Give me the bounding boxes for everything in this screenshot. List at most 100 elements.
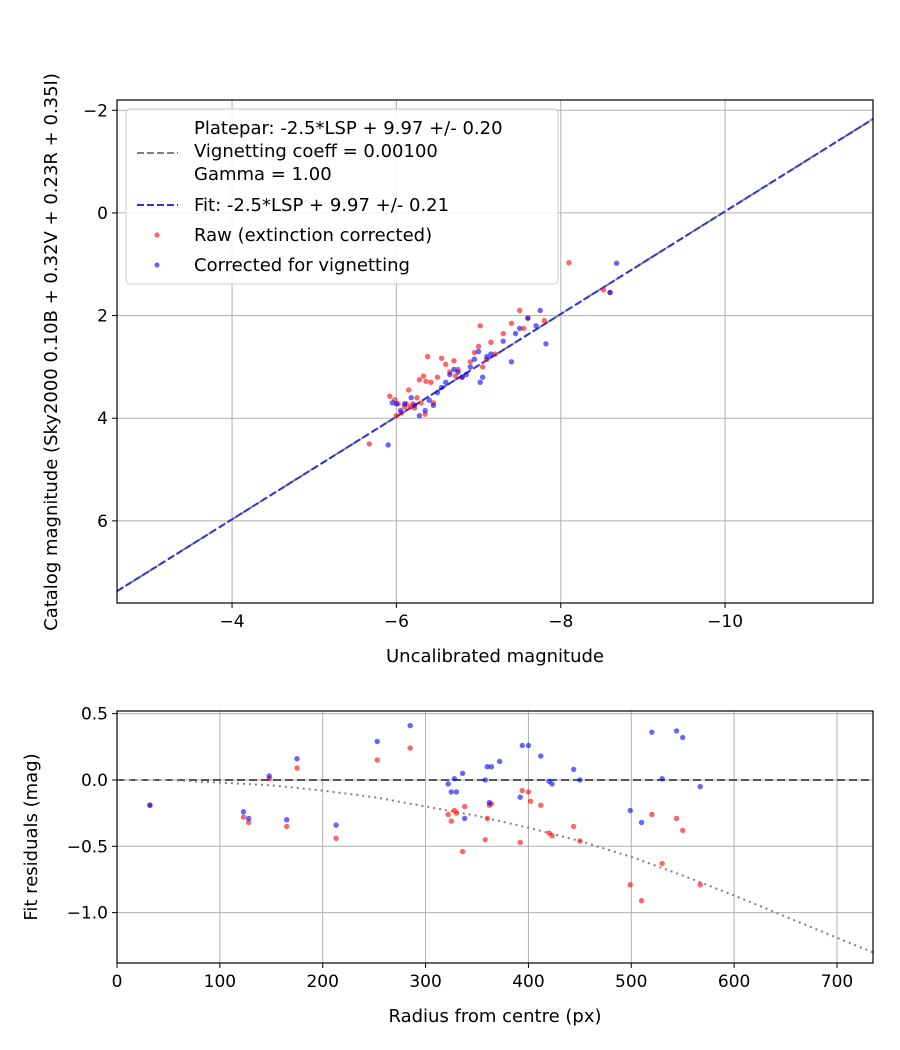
data-point-raw (549, 832, 555, 839)
legend-box (125, 108, 559, 285)
x-tick-label: 600 (718, 972, 750, 992)
data-point-raw (673, 815, 680, 822)
data-point-raw (416, 377, 423, 383)
data-point-raw (517, 839, 523, 846)
data-point-corrected (459, 770, 466, 777)
data-point-corrected (374, 738, 380, 745)
data-point-raw (418, 400, 424, 406)
legend-platepar-line-1: Platepar: -2.5*LSP + 9.97 +/- 0.20 (194, 118, 503, 139)
data-point-corrected (680, 734, 686, 741)
legend-corrected-label: Corrected for vignetting (194, 255, 410, 276)
data-point-raw (566, 260, 572, 266)
legend-fit-label: Fit: -2.5*LSP + 9.97 +/- 0.21 (194, 195, 449, 216)
data-point-raw (406, 387, 412, 393)
data-point-corrected (333, 822, 339, 828)
data-point-corrected (430, 402, 437, 409)
x-tick-label: −6 (384, 612, 409, 632)
data-point-raw (393, 412, 400, 419)
data-point-corrected (525, 315, 531, 321)
data-point-raw (680, 827, 686, 834)
data-point-corrected (451, 366, 457, 373)
data-point-raw (294, 765, 300, 771)
data-point-corrected (516, 325, 523, 332)
data-point-corrected (467, 364, 474, 370)
legend-platepar-line-2: Vignetting coeff = 0.00100 (194, 141, 438, 162)
data-point-corrected (613, 260, 620, 266)
data-point-corrected (484, 764, 490, 770)
data-point-corrected (517, 794, 523, 800)
data-point-raw (434, 374, 441, 380)
data-point-corrected (537, 307, 543, 314)
data-point-raw (527, 798, 534, 804)
data-point-corrected (447, 371, 453, 378)
data-point-raw (600, 287, 607, 293)
x-tick-label: 300 (409, 972, 441, 992)
data-point-raw (538, 802, 544, 808)
data-point-corrected (451, 775, 458, 782)
y-tick-label: 0.0 (81, 771, 108, 791)
data-point-corrected (266, 773, 272, 779)
data-point-raw (541, 318, 548, 324)
data-point-corrected (448, 789, 454, 795)
data-point-corrected (240, 809, 247, 815)
bottom-data-points (147, 722, 703, 904)
x-tick-label: 200 (306, 972, 338, 992)
data-point-corrected (649, 729, 655, 735)
data-point-raw (521, 325, 527, 332)
data-point-raw (577, 838, 583, 844)
data-point-raw (414, 394, 420, 401)
y-tick-label: 0 (97, 204, 108, 224)
data-point-raw (423, 378, 429, 384)
data-point-corrected (453, 789, 460, 795)
x-tick-label: −8 (548, 612, 573, 632)
data-point-raw (452, 373, 459, 379)
data-point-corrected (638, 819, 645, 826)
data-point-corrected (659, 775, 665, 782)
data-point-corrected (477, 379, 483, 385)
data-point-raw (245, 819, 252, 826)
data-point-raw (448, 818, 454, 824)
y-tick-label: −2 (83, 101, 108, 121)
data-point-raw (492, 351, 498, 357)
data-point-corrected (294, 756, 300, 762)
x-tick-label: 0 (112, 972, 123, 992)
bottom-x-axis-label: Radius from centre (px) (388, 1006, 601, 1027)
data-point-raw (482, 836, 488, 843)
data-point-raw (240, 814, 247, 820)
data-point-corrected (697, 783, 703, 790)
bottom-chart: 0 100 200 300 400 500 600 700 0.5 0.0 −0.5 −1.0 Ra… (21, 705, 874, 1027)
data-point-corrected (484, 353, 490, 360)
data-point-corrected (577, 777, 583, 783)
x-tick-label: 100 (204, 972, 236, 992)
data-point-corrected (284, 817, 290, 823)
data-point-raw (627, 882, 633, 888)
x-tick-label: −4 (220, 612, 245, 632)
data-point-raw (333, 835, 339, 842)
data-point-corrected (408, 394, 414, 401)
y-tick-label: 2 (97, 307, 108, 327)
bottom-x-ticks: 0 100 200 300 400 500 600 700 (112, 963, 853, 992)
data-point-corrected (500, 338, 506, 344)
top-plot-frame (116, 99, 874, 604)
data-point-raw (479, 364, 486, 370)
data-point-raw (387, 393, 393, 399)
data-point-raw (471, 349, 478, 356)
data-point-raw (659, 860, 665, 867)
top-data-points (366, 260, 620, 448)
data-point-raw (519, 787, 525, 794)
data-point-corrected (461, 815, 468, 822)
data-point-corrected (445, 781, 451, 787)
data-point-corrected (442, 379, 449, 385)
data-point-raw (407, 745, 413, 751)
data-point-raw (428, 379, 434, 385)
data-point-raw (451, 358, 457, 364)
data-point-raw (459, 848, 466, 855)
data-point-corrected (245, 815, 252, 822)
data-point-raw (484, 815, 490, 822)
legend-raw-label: Raw (extinction corrected) (194, 225, 432, 246)
data-point-corrected (422, 407, 428, 414)
data-point-corrected (434, 389, 441, 396)
data-point-raw (438, 355, 445, 361)
